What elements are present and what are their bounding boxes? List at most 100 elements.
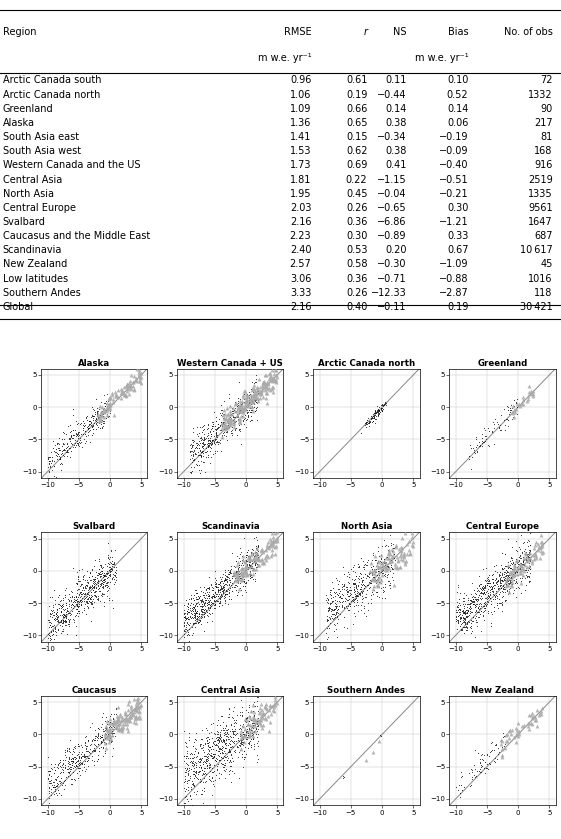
- Point: [122, 388, 131, 402]
- Point: [257, 709, 266, 722]
- Text: −6.86: −6.86: [377, 217, 407, 227]
- Point: [268, 526, 277, 539]
- Text: 0.33: 0.33: [447, 232, 468, 241]
- Point: [249, 389, 258, 403]
- Text: −0.44: −0.44: [377, 90, 407, 100]
- Point: [264, 367, 273, 380]
- Point: [536, 707, 545, 721]
- Point: [104, 402, 113, 415]
- Point: [237, 394, 246, 408]
- Point: [515, 724, 524, 737]
- Point: [508, 399, 517, 412]
- Point: [263, 703, 272, 717]
- Point: [388, 550, 397, 564]
- Point: [270, 699, 279, 712]
- Point: [268, 535, 277, 549]
- Point: [523, 716, 532, 729]
- Point: [263, 376, 272, 389]
- Point: [404, 543, 413, 556]
- Point: [119, 388, 128, 402]
- Point: [407, 530, 416, 544]
- Point: [261, 697, 270, 711]
- Point: [503, 735, 512, 748]
- Point: [519, 551, 528, 565]
- Point: [243, 399, 252, 413]
- Point: [535, 708, 544, 722]
- Point: [263, 380, 272, 393]
- Point: [258, 711, 267, 724]
- Title: Scandinavia: Scandinavia: [201, 523, 260, 531]
- Point: [132, 692, 141, 706]
- Point: [375, 571, 384, 584]
- Point: [230, 416, 239, 430]
- Text: 0.36: 0.36: [346, 217, 367, 227]
- Point: [126, 701, 135, 714]
- Point: [528, 549, 537, 562]
- Point: [509, 404, 518, 417]
- Text: 3.33: 3.33: [290, 288, 311, 298]
- Point: [271, 534, 280, 547]
- Point: [131, 698, 140, 711]
- Point: [236, 574, 245, 587]
- Point: [251, 391, 260, 404]
- Point: [398, 542, 407, 555]
- Point: [401, 555, 410, 569]
- Point: [239, 388, 248, 402]
- Point: [115, 723, 124, 737]
- Point: [385, 554, 394, 567]
- Point: [257, 722, 266, 735]
- Point: [257, 554, 266, 567]
- Text: −0.71: −0.71: [377, 274, 407, 284]
- Point: [255, 372, 264, 385]
- Point: [374, 560, 383, 574]
- Point: [232, 569, 241, 582]
- Point: [257, 385, 266, 399]
- Text: −0.09: −0.09: [439, 146, 468, 156]
- Point: [114, 713, 123, 727]
- Point: [367, 572, 376, 586]
- Point: [231, 398, 240, 411]
- Point: [248, 724, 257, 737]
- Point: [237, 566, 246, 580]
- Point: [269, 534, 278, 547]
- Point: [526, 717, 535, 730]
- Point: [136, 374, 145, 388]
- Text: 3.06: 3.06: [290, 274, 311, 284]
- Point: [126, 711, 135, 724]
- Point: [232, 408, 241, 421]
- Point: [249, 567, 257, 581]
- Point: [112, 389, 121, 403]
- Point: [127, 706, 136, 719]
- Point: [241, 394, 250, 408]
- Point: [269, 373, 278, 386]
- Point: [241, 399, 250, 412]
- Point: [514, 727, 523, 741]
- Point: [242, 387, 251, 400]
- Point: [243, 568, 252, 581]
- Point: [135, 369, 144, 383]
- Point: [388, 555, 397, 568]
- Point: [258, 706, 267, 720]
- Point: [252, 386, 261, 399]
- Point: [125, 695, 134, 708]
- Point: [535, 551, 544, 565]
- Text: −1.15: −1.15: [377, 175, 407, 185]
- Point: [222, 420, 231, 433]
- Point: [113, 715, 122, 728]
- Point: [250, 382, 259, 395]
- Point: [127, 383, 136, 396]
- Point: [530, 710, 539, 723]
- Point: [532, 719, 541, 732]
- Point: [404, 534, 413, 548]
- Point: [254, 553, 263, 566]
- Point: [249, 699, 258, 712]
- Title: Southern Andes: Southern Andes: [328, 686, 406, 695]
- Point: [117, 392, 126, 405]
- Point: [384, 543, 393, 556]
- Point: [100, 402, 109, 415]
- Point: [121, 379, 130, 393]
- Point: [260, 701, 269, 714]
- Point: [236, 412, 245, 425]
- Point: [123, 711, 132, 725]
- Point: [501, 735, 510, 748]
